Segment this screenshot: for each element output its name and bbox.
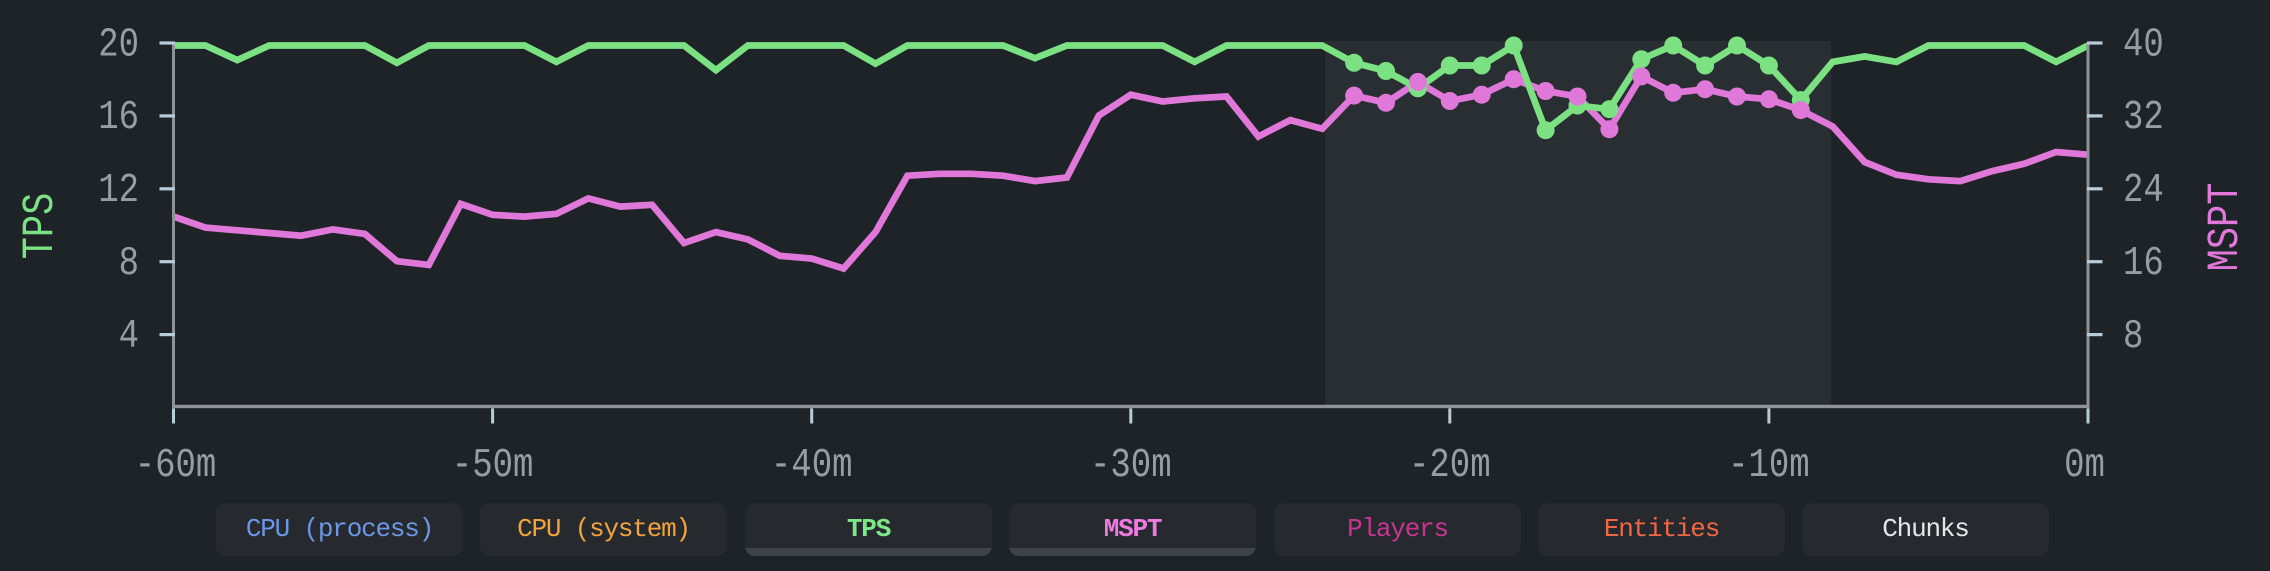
svg-text:8: 8 [2123,314,2143,360]
svg-text:-30m: -30m [1090,444,1172,490]
svg-text:-10m: -10m [1728,444,1810,490]
svg-text:-20m: -20m [1409,444,1491,490]
svg-text:20: 20 [98,23,139,69]
svg-text:-40m: -40m [771,444,853,490]
svg-text:-50m: -50m [452,444,534,490]
svg-text:16: 16 [2123,241,2164,287]
svg-text:32: 32 [2123,96,2164,142]
svg-text:4: 4 [119,314,139,360]
svg-text:MSPT: MSPT [2201,183,2251,272]
svg-text:-60m: -60m [135,444,217,490]
svg-text:0m: 0m [2064,444,2105,490]
svg-text:8: 8 [119,241,139,287]
svg-text:16: 16 [98,96,139,142]
svg-text:40: 40 [2123,23,2164,69]
svg-text:24: 24 [2123,168,2164,214]
svg-text:12: 12 [98,168,139,214]
svg-text:TPS: TPS [16,193,66,260]
